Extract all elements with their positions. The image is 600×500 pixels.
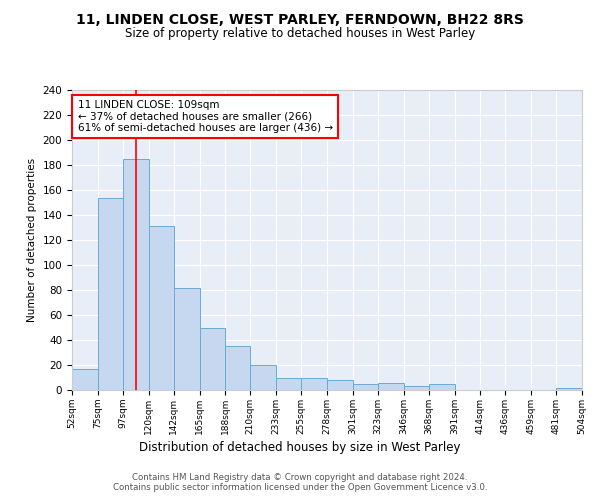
Bar xyxy=(276,378,301,390)
Bar xyxy=(353,384,378,390)
Bar xyxy=(98,198,123,390)
Bar xyxy=(199,328,226,390)
Text: Distribution of detached houses by size in West Parley: Distribution of detached houses by size … xyxy=(139,441,461,454)
Text: Contains HM Land Registry data © Crown copyright and database right 2024.
Contai: Contains HM Land Registry data © Crown c… xyxy=(113,473,487,492)
Bar xyxy=(378,382,404,390)
Bar xyxy=(404,386,428,390)
Bar xyxy=(149,226,173,390)
Bar xyxy=(72,369,98,390)
Bar xyxy=(327,380,353,390)
Bar xyxy=(556,388,582,390)
Bar xyxy=(250,365,276,390)
Bar xyxy=(301,378,327,390)
Text: 11, LINDEN CLOSE, WEST PARLEY, FERNDOWN, BH22 8RS: 11, LINDEN CLOSE, WEST PARLEY, FERNDOWN,… xyxy=(76,12,524,26)
Bar xyxy=(123,159,149,390)
Y-axis label: Number of detached properties: Number of detached properties xyxy=(27,158,37,322)
Bar xyxy=(226,346,250,390)
Bar xyxy=(428,384,455,390)
Text: Size of property relative to detached houses in West Parley: Size of property relative to detached ho… xyxy=(125,28,475,40)
Bar xyxy=(173,288,199,390)
Text: 11 LINDEN CLOSE: 109sqm
← 37% of detached houses are smaller (266)
61% of semi-d: 11 LINDEN CLOSE: 109sqm ← 37% of detache… xyxy=(77,100,333,133)
